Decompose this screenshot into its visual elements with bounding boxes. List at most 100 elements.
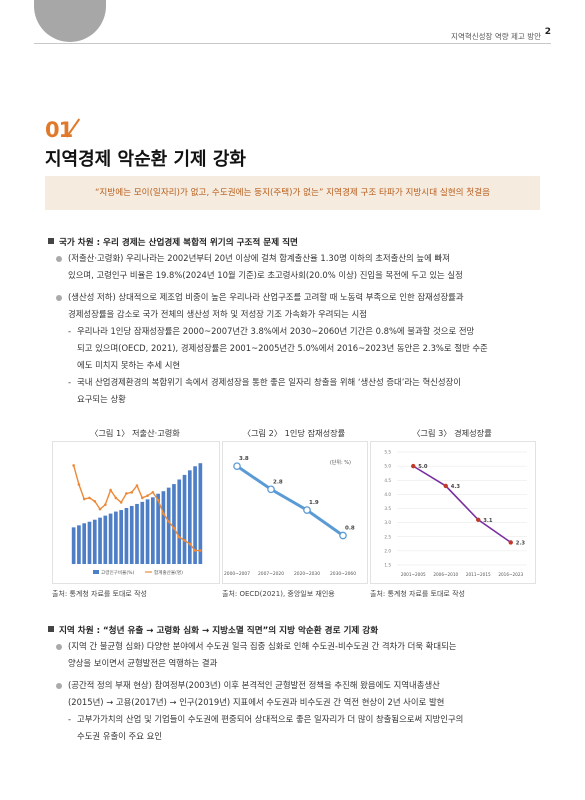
- circle-bullet-icon: [56, 295, 62, 301]
- x-tick-label: 2000~2007: [224, 571, 250, 577]
- aging-bar: [187, 470, 192, 564]
- potential-growth-label: 0.8: [345, 526, 355, 532]
- national-sub-2: - 국내 산업경제환경의 복합위기 속에서 경제성장을 통한 좋은 일자리 창출…: [68, 377, 461, 404]
- y-tick-label: 3.5: [384, 506, 391, 511]
- economic-growth-point: [411, 463, 416, 469]
- figure-2-caption: 〈그림 2〉 1인당 잠재성장률: [242, 428, 346, 438]
- fertility-point: [167, 520, 170, 523]
- fertility-point: [151, 491, 155, 494]
- fertility-point: [93, 499, 97, 503]
- fertility-point: [156, 498, 160, 502]
- aging-bar: [71, 527, 76, 564]
- x-tick-label: 2030~2060: [330, 571, 356, 577]
- fertility-point: [98, 507, 102, 511]
- aging-bar: [166, 487, 171, 564]
- fertility-point: [88, 496, 91, 500]
- national-bullet-1: (저출산·고령화) 우리나라는 2002년부터 20년 이상에 걸쳐 합계출산율…: [56, 250, 540, 284]
- figure-2-svg: (단위: %) 3.8 2.8 1.9 0.8 2000~2007 2007~2020 2…: [224, 456, 356, 577]
- square-bullet-icon: [48, 626, 54, 632]
- figure-2-chart: (단위: %) 3.8 2.8 1.9 0.8 2000~2007 2007~2020 2…: [222, 441, 368, 584]
- fertility-point: [162, 512, 165, 515]
- legend-label-aging: 고령인구비율(%): [101, 569, 135, 576]
- fertility-point: [188, 542, 192, 546]
- figure-1-chart: 고령인구비율(%) 합계출산율(명): [52, 441, 220, 584]
- national-heading: 국가 차원 : 우리 경제는 산업경제 복합적 위기의 구조적 문제 직면: [48, 236, 298, 248]
- circle-bullet-icon: [56, 683, 62, 689]
- square-bullet-icon: [48, 238, 54, 244]
- potential-growth-point: [339, 531, 347, 540]
- section-title: 지역경제 악순환 기제 강화: [45, 149, 246, 170]
- aging-bar: [135, 503, 139, 564]
- figure-3-caption: 〈그림 3〉 경제성장률: [412, 428, 492, 438]
- fertility-point: [109, 488, 112, 492]
- regional-bullet-1: (지역 간 불균형 심화) 다양한 분야에서 수도권 일극 집중 심화로 인해 …: [56, 638, 540, 672]
- regional-sub-1: - 고부가가치의 산업 및 기업들이 수도권에 편중되어 상대적으로 좋은 일자…: [68, 714, 464, 741]
- aging-bar: [119, 510, 123, 564]
- economic-growth-label: 5.0: [418, 464, 428, 470]
- economic-growth-line: [412, 465, 512, 544]
- y-tick-label: 4.5: [384, 478, 391, 483]
- y-tick-label: 2.5: [384, 534, 391, 539]
- national-sub-1: - 우리나라 1인당 잠재성장률은 2000~2007년간 3.8%에서 203…: [68, 326, 488, 370]
- figure-2-source: 출처: OECD(2021), 중앙일보 재인용: [222, 590, 335, 598]
- aging-bar: [98, 517, 102, 564]
- fertility-point: [140, 496, 144, 500]
- potential-growth-point: [267, 485, 275, 494]
- aging-bar: [172, 484, 176, 564]
- fertility-point: [177, 535, 181, 539]
- fertility-point: [135, 484, 139, 487]
- section-number: 01: [45, 118, 73, 142]
- figure-1-source: 출처: 통계청 자료를 토대로 작성: [52, 590, 147, 598]
- national-bullet-2: (생산성 저하) 상대적으로 제조업 비중이 높은 우리나라 산업구조를 고려할…: [56, 289, 540, 323]
- x-tick-label: 2007~2020: [258, 571, 284, 577]
- potential-growth-label: 2.8: [273, 479, 283, 485]
- potential-growth-point: [303, 506, 311, 514]
- fertility-point: [114, 496, 118, 500]
- figure-3-chart: 1.5 2.0 2.5 3.0 3.5 4.0 4.5 5.0 5.5 5.0 4.3 3.1 2.3…: [370, 441, 536, 584]
- aging-bar: [145, 499, 150, 564]
- aging-bar: [114, 511, 118, 564]
- potential-growth-point: [233, 462, 241, 471]
- fertility-point: [82, 497, 86, 501]
- fertility-point: [172, 526, 176, 530]
- x-tick-label: 2011~2015: [466, 572, 491, 577]
- figure-3-source: 출처: 통계청 자료를 토대로 작성: [370, 590, 465, 598]
- header-rule: [34, 43, 551, 44]
- circle-bullet-icon: [56, 644, 62, 650]
- fertility-point: [193, 549, 197, 552]
- economic-growth-label: 4.3: [451, 484, 461, 490]
- aging-bar: [124, 508, 129, 564]
- figure-1-caption: 〈그림 1〉 저출산·고령화: [90, 428, 180, 438]
- y-tick-label: 4.0: [384, 492, 391, 497]
- legend-label-fertility: 합계출산율(명): [154, 569, 183, 576]
- regional-heading: 지역 차원 : “청년 유출 → 고령화 심화 → 지방소멸 직면”의 지방 악…: [48, 624, 378, 636]
- fertility-point: [146, 494, 149, 497]
- fertility-point: [199, 549, 202, 552]
- fertility-point: [77, 483, 81, 486]
- economic-growth-label: 3.1: [483, 518, 493, 524]
- x-tick-label: 2020~2030: [294, 571, 320, 577]
- y-tick-label: 3.0: [384, 520, 391, 525]
- aging-bar: [92, 519, 97, 564]
- fertility-point: [72, 464, 75, 467]
- aging-bar: [108, 513, 113, 564]
- aging-bar: [82, 523, 87, 564]
- x-tick-label: 2001~2005: [401, 572, 426, 577]
- potential-growth-line: [236, 464, 344, 537]
- economic-growth-point: [443, 483, 448, 489]
- potential-growth-label: 1.9: [309, 500, 319, 506]
- aging-bar: [129, 505, 134, 564]
- y-tick-label: 1.5: [384, 563, 391, 568]
- y-tick-label: 2.0: [384, 548, 391, 553]
- aging-bar: [193, 466, 197, 564]
- page-number: 2: [544, 27, 551, 37]
- economic-growth-point: [508, 540, 513, 545]
- aging-bar: [156, 493, 160, 564]
- potential-growth-label: 3.8: [239, 456, 249, 462]
- figure-1-svg: 고령인구비율(%) 합계출산율(명): [71, 463, 203, 576]
- x-tick-label: 2016~2023: [498, 572, 523, 577]
- y-tick-label: 5.5: [384, 450, 391, 455]
- economic-growth-point: [476, 517, 481, 522]
- legend-swatch-aging: [93, 570, 99, 574]
- aging-bar: [198, 463, 203, 564]
